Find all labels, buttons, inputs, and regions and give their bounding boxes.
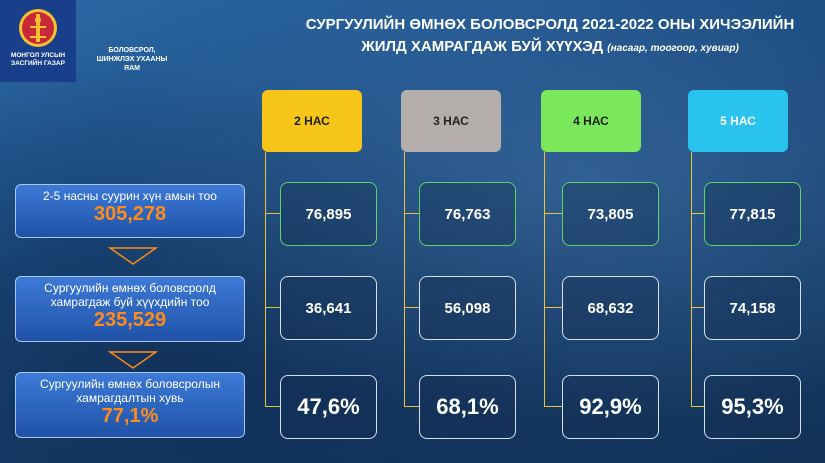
rate-summary-box: Сургуулийн өмнөх боловсролын хамрагдалты… bbox=[15, 372, 245, 438]
age-2-rate-value: 47,6% bbox=[280, 375, 377, 439]
bracket-tick bbox=[691, 307, 704, 308]
title-line2: ЖИЛД ХАМРАГДАЖ БУЙ ХҮҮХЭД bbox=[361, 38, 604, 55]
age-header-2: 2 НАС bbox=[262, 90, 362, 152]
title-subtitle: (насаар, тоогоор, хувиар) bbox=[607, 43, 739, 54]
bracket-tick bbox=[544, 213, 562, 214]
age-5-enrolled-value: 74,158 bbox=[704, 276, 801, 340]
age-4-rate-value: 92,9% bbox=[562, 375, 659, 439]
bracket-line bbox=[691, 152, 692, 406]
logo-text-line2: ЗАСГИЙН ГАЗАР bbox=[11, 60, 65, 67]
enrolled-summary-box: Сургуулийн өмнөх боловсролд хамрагдаж бу… bbox=[15, 276, 245, 342]
bracket-tick bbox=[404, 406, 419, 407]
age-3-rate-value: 68,1% bbox=[419, 375, 516, 439]
age-header-5: 5 НАС bbox=[688, 90, 788, 152]
bracket-line bbox=[544, 152, 545, 406]
age-5-rate-value: 95,3% bbox=[704, 375, 801, 439]
down-arrow-icon bbox=[108, 247, 158, 265]
ministry-line1: БОЛОВСРОЛ, bbox=[108, 47, 156, 54]
soyombo-emblem-icon bbox=[19, 9, 57, 47]
government-logo: МОНГОЛ УЛСЫН ЗАСГИЙН ГАЗАР bbox=[0, 0, 76, 82]
enrolled-value: 235,529 bbox=[93, 309, 167, 331]
bracket-tick bbox=[404, 307, 419, 308]
age-4-population-value: 73,805 bbox=[562, 182, 659, 246]
population-value: 305,278 bbox=[93, 203, 167, 225]
age-2-enrolled-value: 36,641 bbox=[280, 276, 377, 340]
population-label: 2-5 насны суурин хүн амын тоо bbox=[43, 189, 217, 203]
age-5-population-value: 77,815 bbox=[704, 182, 801, 246]
bracket-tick bbox=[691, 406, 704, 407]
ministry-line3: ЯАМ bbox=[124, 65, 140, 72]
bracket-tick bbox=[691, 213, 704, 214]
down-arrow-icon bbox=[108, 351, 158, 369]
bracket-tick bbox=[265, 406, 280, 407]
enrolled-label: Сургуулийн өмнөх боловсролд хамрагдаж бу… bbox=[44, 281, 216, 309]
bracket-line bbox=[265, 152, 266, 406]
ministry-line2: ШИНЖЛЭХ УХААНЫ bbox=[96, 56, 168, 63]
title-line1: СУРГУУЛИЙН ӨМНӨХ БОЛОВСРОЛД 2021-2022 ОН… bbox=[305, 16, 795, 33]
rate-value: 77,1% bbox=[101, 405, 159, 427]
age-4-enrolled-value: 68,632 bbox=[562, 276, 659, 340]
bracket-tick bbox=[265, 213, 280, 214]
bracket-tick bbox=[544, 406, 562, 407]
logo-text-line1: МОНГОЛ УЛСЫН bbox=[10, 52, 66, 59]
bracket-tick bbox=[404, 213, 419, 214]
page-title: СУРГУУЛИЙН ӨМНӨХ БОЛОВСРОЛД 2021-2022 ОН… bbox=[290, 14, 810, 60]
age-3-population-value: 76,763 bbox=[419, 182, 516, 246]
logo-text: МОНГОЛ УЛСЫН ЗАСГИЙН ГАЗАР bbox=[11, 52, 65, 68]
ministry-name: БОЛОВСРОЛ, ШИНЖЛЭХ УХААНЫ ЯАМ bbox=[92, 46, 172, 73]
bracket-tick bbox=[544, 307, 562, 308]
population-summary-box: 2-5 насны суурин хүн амын тоо 305,278 bbox=[15, 184, 245, 238]
rate-label: Сургуулийн өмнөх боловсролын хамрагдалты… bbox=[40, 377, 220, 405]
bracket-line bbox=[404, 152, 405, 406]
age-header-3: 3 НАС bbox=[401, 90, 501, 152]
age-header-4: 4 НАС bbox=[541, 90, 641, 152]
bracket-tick bbox=[265, 307, 280, 308]
age-2-population-value: 76,895 bbox=[280, 182, 377, 246]
title-line2-wrap: ЖИЛД ХАМРАГДАЖ БУЙ ХҮҮХЭД (насаар, тоого… bbox=[290, 36, 810, 60]
age-3-enrolled-value: 56,098 bbox=[419, 276, 516, 340]
